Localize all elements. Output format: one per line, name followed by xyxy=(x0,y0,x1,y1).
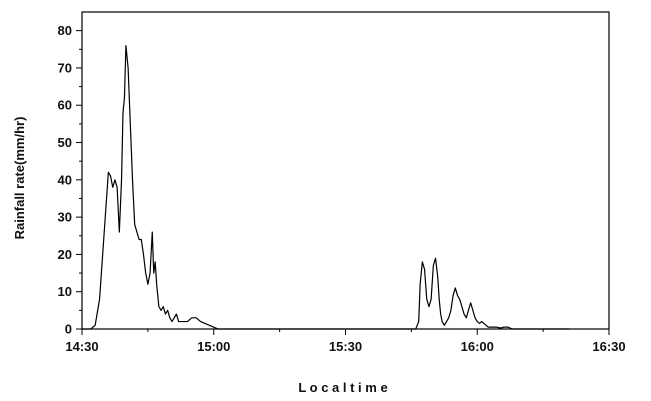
y-tick-label: 0 xyxy=(65,322,72,337)
y-tick-label: 80 xyxy=(58,23,72,38)
y-tick-label: 50 xyxy=(58,135,72,150)
x-axis-title: L o c a l t i m e xyxy=(298,380,387,395)
y-tick-label: 40 xyxy=(58,172,72,187)
x-tick-label: 15:30 xyxy=(329,339,362,354)
x-axis-ticks: 14:30 15:00 15:30 16:00 16:30 xyxy=(65,329,626,354)
y-tick-label: 10 xyxy=(58,284,72,299)
x-tick-label: 16:30 xyxy=(592,339,625,354)
series-group xyxy=(82,44,570,330)
y-tick-label: 30 xyxy=(58,210,72,225)
y-axis-title: Rainfall rate(mm/hr) xyxy=(12,117,27,240)
x-tick-label: 15:00 xyxy=(197,339,230,354)
y-tick-label: 20 xyxy=(58,247,72,262)
y-axis-ticks: 0 10 20 30 40 50 60 70 80 xyxy=(58,23,82,337)
y-tick-label: 70 xyxy=(58,60,72,75)
x-tick-label: 14:30 xyxy=(65,339,98,354)
plot-frame xyxy=(81,11,610,330)
plot-frame-group xyxy=(81,11,610,330)
series-line-1 xyxy=(82,44,570,330)
y-tick-label: 60 xyxy=(58,98,72,113)
x-tick-label: 16:00 xyxy=(461,339,494,354)
